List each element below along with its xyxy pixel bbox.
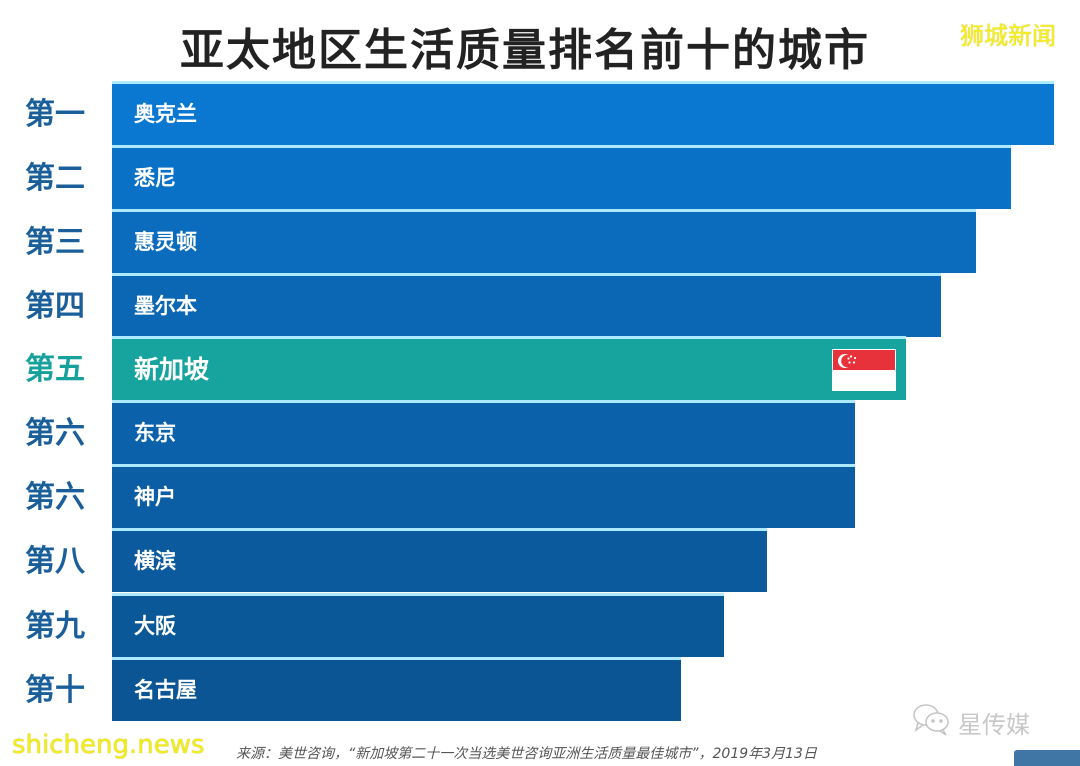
bar: 横滨	[112, 531, 767, 592]
bar: 名古屋	[112, 660, 681, 721]
rank-label: 第六	[25, 416, 85, 451]
city-label: 名古屋	[134, 678, 197, 702]
city-label: 新加坡	[134, 355, 210, 384]
city-label: 奥克兰	[134, 102, 197, 126]
chart-row: 第一 奥克兰	[0, 84, 1080, 146]
chart-row: 第八 横滨	[0, 531, 1080, 593]
city-label: 神户	[134, 485, 176, 509]
rank-label: 第八	[25, 544, 85, 579]
chart-row: 第六 东京	[0, 403, 1080, 465]
rank-label: 第九	[25, 609, 85, 644]
rank-label: 第二	[25, 161, 85, 196]
bar: 惠灵顿	[112, 212, 976, 273]
bar: 东京	[112, 403, 855, 464]
rank-label: 第十	[25, 673, 85, 708]
source-note: 来源：美世咨询，“新加坡第二十一次当选美世咨询亚洲生活质量最佳城市”，2019年…	[236, 746, 817, 762]
city-label: 惠灵顿	[134, 230, 197, 254]
singapore-flag-icon	[832, 349, 896, 391]
chart-row: 第二 悉尼	[0, 148, 1080, 210]
chart-row: 第三 惠灵顿	[0, 212, 1080, 274]
rank-label: 第五	[25, 352, 85, 387]
city-label: 墨尔本	[134, 294, 197, 318]
city-label: 大阪	[134, 614, 176, 638]
chart-row: 第六 神户	[0, 467, 1080, 529]
rank-label: 第一	[25, 97, 85, 132]
city-label: 东京	[134, 421, 176, 445]
corner-tab	[1014, 750, 1080, 766]
rank-label: 第六	[25, 480, 85, 515]
rank-label: 第四	[25, 289, 85, 324]
wechat-account-name: 星传媒	[958, 710, 1030, 739]
chart-row-highlight: 第五 新加坡	[0, 339, 1080, 401]
chart-title: 亚太地区生活质量排名前十的城市	[180, 25, 870, 76]
city-label: 横滨	[134, 549, 176, 573]
chart-row: 第四 墨尔本	[0, 276, 1080, 338]
bar: 墨尔本	[112, 276, 941, 337]
wechat-watermark: 星传媒	[912, 702, 1030, 742]
bar: 悉尼	[112, 148, 1011, 209]
watermark-top: 狮城新闻	[960, 22, 1056, 50]
bar: 新加坡	[112, 339, 906, 400]
rank-label: 第三	[25, 225, 85, 260]
bar: 神户	[112, 467, 855, 528]
bar: 奥克兰	[112, 84, 1054, 145]
bar: 大阪	[112, 596, 724, 657]
chart-row: 第九 大阪	[0, 596, 1080, 658]
wechat-icon	[912, 702, 952, 742]
watermark-bottom: shicheng.news	[12, 730, 205, 760]
city-label: 悉尼	[134, 166, 176, 190]
chart-row: 第十 名古屋	[0, 660, 1080, 722]
